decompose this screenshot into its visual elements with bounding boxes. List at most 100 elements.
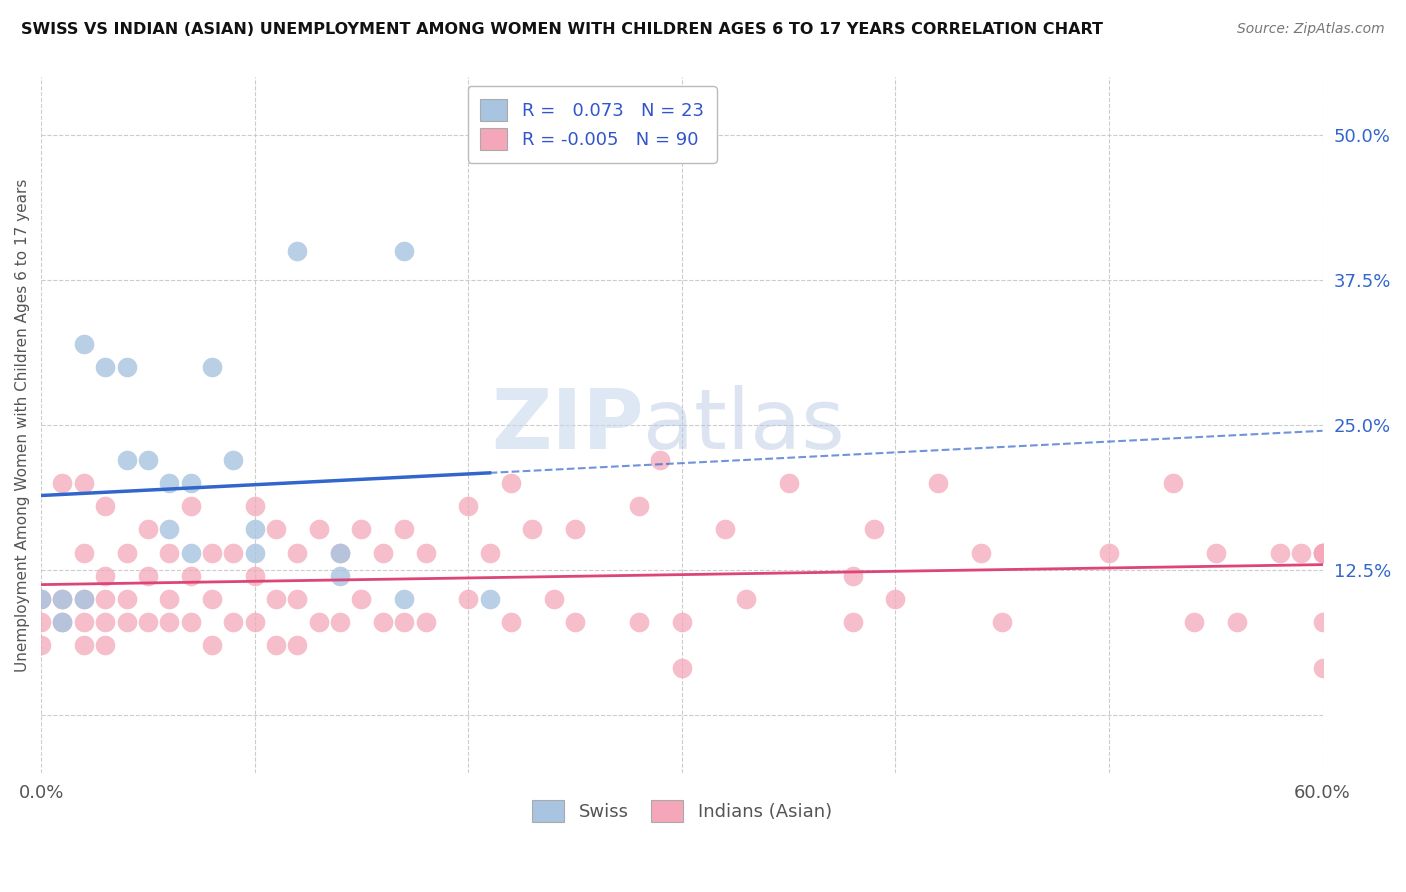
Text: atlas: atlas (644, 384, 845, 466)
Point (841, 615, 863, 629)
Point (287, 545, 309, 559)
Point (1312, 615, 1334, 629)
Point (457, 500, 479, 514)
Point (51, 591, 73, 606)
Point (778, 476, 800, 491)
Point (1312, 545, 1334, 559)
Point (628, 500, 651, 514)
Point (478, 545, 501, 559)
Point (884, 591, 907, 606)
Point (222, 615, 245, 629)
Point (115, 360, 138, 375)
Point (94, 500, 117, 514)
Point (222, 453, 245, 467)
Point (157, 476, 180, 491)
Point (136, 522, 159, 536)
Point (1268, 545, 1291, 559)
Point (287, 638, 309, 652)
Text: ZIP: ZIP (491, 384, 644, 466)
Point (51, 615, 73, 629)
Point (329, 568, 352, 582)
Point (51, 476, 73, 491)
Point (73, 615, 96, 629)
Point (1205, 545, 1227, 559)
Point (243, 568, 266, 582)
Point (564, 615, 586, 629)
Point (243, 500, 266, 514)
Point (863, 522, 886, 536)
Point (73, 337, 96, 351)
Point (73, 476, 96, 491)
Point (371, 615, 394, 629)
Point (1312, 661, 1334, 675)
Point (628, 615, 651, 629)
Point (243, 615, 266, 629)
Point (1312, 545, 1334, 559)
Point (157, 545, 180, 559)
Point (308, 615, 330, 629)
Point (30, 615, 52, 629)
Point (180, 545, 202, 559)
Point (30, 591, 52, 606)
Point (350, 591, 373, 606)
Point (30, 638, 52, 652)
Point (499, 476, 522, 491)
Point (650, 453, 672, 467)
Point (1182, 615, 1205, 629)
Point (136, 568, 159, 582)
Point (522, 522, 544, 536)
Point (543, 591, 565, 606)
Point (1226, 615, 1249, 629)
Point (73, 591, 96, 606)
Point (1312, 545, 1334, 559)
Point (94, 638, 117, 652)
Point (308, 522, 330, 536)
Point (287, 244, 309, 259)
Point (94, 591, 117, 606)
Point (734, 591, 756, 606)
Point (671, 615, 693, 629)
Point (115, 615, 138, 629)
Point (136, 615, 159, 629)
Point (201, 638, 224, 652)
Point (841, 568, 863, 582)
Point (1098, 545, 1121, 559)
Point (970, 545, 993, 559)
Point (115, 545, 138, 559)
Point (94, 615, 117, 629)
Point (222, 545, 245, 559)
Point (73, 545, 96, 559)
Point (392, 591, 415, 606)
Point (30, 591, 52, 606)
Point (415, 545, 437, 559)
Point (478, 591, 501, 606)
Point (329, 615, 352, 629)
Point (73, 591, 96, 606)
Point (180, 500, 202, 514)
Point (564, 522, 586, 536)
Legend: Swiss, Indians (Asian): Swiss, Indians (Asian) (522, 789, 842, 833)
Point (264, 638, 287, 652)
Point (457, 591, 479, 606)
Point (94, 568, 117, 582)
Point (991, 615, 1014, 629)
Point (157, 591, 180, 606)
Point (180, 476, 202, 491)
Point (499, 615, 522, 629)
Point (713, 522, 735, 536)
Point (350, 522, 373, 536)
Point (51, 615, 73, 629)
Point (392, 522, 415, 536)
Point (115, 591, 138, 606)
Point (927, 476, 949, 491)
Point (392, 615, 415, 629)
Point (329, 545, 352, 559)
Point (329, 545, 352, 559)
Point (392, 244, 415, 259)
Text: SWISS VS INDIAN (ASIAN) UNEMPLOYMENT AMONG WOMEN WITH CHILDREN AGES 6 TO 17 YEAR: SWISS VS INDIAN (ASIAN) UNEMPLOYMENT AMO… (21, 22, 1104, 37)
Point (201, 591, 224, 606)
Point (264, 591, 287, 606)
Point (115, 453, 138, 467)
Text: Source: ZipAtlas.com: Source: ZipAtlas.com (1237, 22, 1385, 37)
Point (94, 360, 117, 375)
